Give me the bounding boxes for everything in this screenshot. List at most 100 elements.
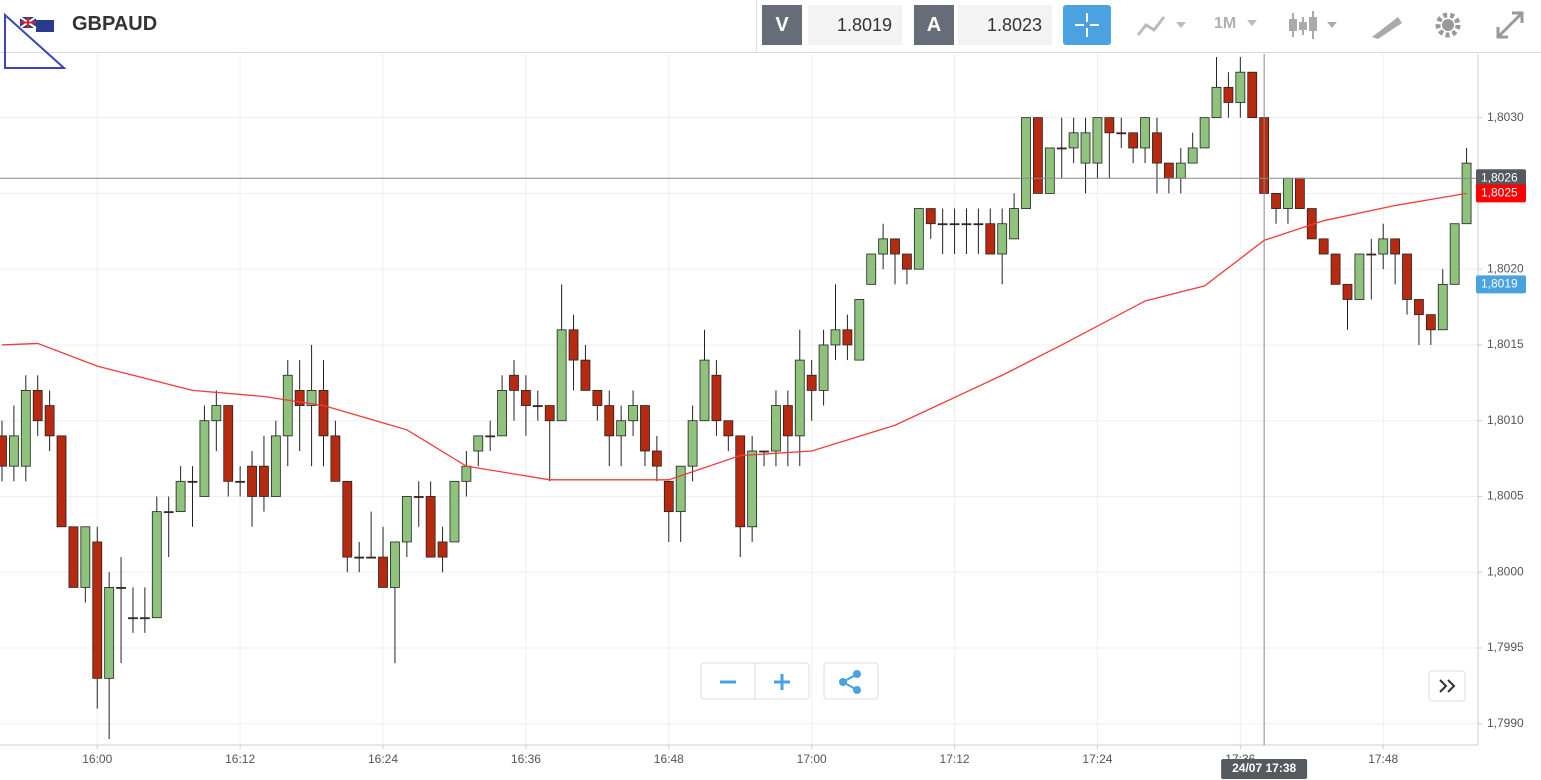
x-tick-label: 16:00: [82, 752, 112, 766]
candles-button[interactable]: [1285, 5, 1345, 45]
candle-body: [473, 435, 484, 452]
candle-body: [1223, 86, 1234, 103]
candle-body: [985, 223, 996, 255]
price-label-box: [1476, 169, 1526, 188]
candle-body: [1378, 238, 1389, 255]
candle-body: [902, 253, 912, 270]
candle-body: [759, 450, 769, 453]
candle-body: [651, 450, 662, 467]
candle-body: [80, 526, 91, 588]
candle-body: [949, 223, 960, 226]
candle-body: [128, 617, 138, 620]
settings-button[interactable]: [1428, 5, 1468, 45]
ask-tag: A: [914, 5, 954, 45]
candle-body: [1056, 147, 1067, 150]
candle-body: [997, 223, 1008, 255]
candle-body: [199, 420, 210, 497]
candle-body: [318, 390, 329, 437]
candle-body: [1116, 132, 1127, 135]
x-tick-label: 16:24: [368, 752, 398, 766]
candle-body: [1104, 117, 1115, 134]
price-label: 1,8026: [1481, 170, 1518, 184]
candle-body: [782, 405, 793, 437]
separator: [756, 0, 757, 52]
candle-body: [687, 420, 698, 467]
candle-body: [485, 435, 496, 438]
candle-body: [1080, 132, 1091, 164]
bid-tag: V: [762, 5, 802, 45]
candle-body: [270, 435, 281, 497]
candle-body: [1033, 117, 1043, 194]
price-label-box: [1476, 184, 1526, 203]
candle-body: [1163, 162, 1174, 179]
candle-body: [20, 390, 31, 467]
fullscreen-button[interactable]: [1490, 5, 1530, 45]
crosshair-x-label: 24/07 17:38: [1232, 761, 1296, 775]
candle-body: [247, 465, 257, 497]
chart-type-button[interactable]: [1132, 5, 1192, 45]
candle-body: [294, 390, 305, 406]
x-tick-label: 17:24: [1082, 752, 1112, 766]
candle-body: [104, 587, 115, 679]
candle-body: [509, 374, 519, 391]
candle-body: [211, 405, 222, 422]
y-tick-label: 1,8005: [1487, 489, 1524, 503]
candle-body: [44, 405, 55, 437]
zoom-in-button[interactable]: [774, 674, 790, 690]
candle-body: [401, 496, 412, 543]
candle-body: [1437, 283, 1448, 331]
candle-body: [1354, 253, 1365, 300]
x-tick-label: 17:48: [1368, 752, 1398, 766]
scroll-end-button[interactable]: [1428, 670, 1468, 702]
crosshair-x-label-box: [1221, 759, 1308, 779]
candle-body: [1318, 238, 1329, 255]
candle-body: [640, 405, 650, 452]
candle-body: [616, 420, 627, 437]
candle-body: [1092, 117, 1103, 164]
candle-body: [56, 435, 67, 528]
candle-body: [497, 390, 507, 437]
candle-body: [1449, 223, 1460, 285]
price-label: 1,8025: [1481, 186, 1518, 200]
ask-price[interactable]: 1.8023: [958, 5, 1052, 45]
candle-body: [925, 208, 936, 225]
candle-body: [92, 541, 103, 679]
x-tick-label: 17:12: [940, 752, 970, 766]
y-tick-label: 1,8030: [1487, 110, 1524, 124]
candle-body: [723, 420, 734, 437]
bid-price[interactable]: 1.8019: [808, 5, 902, 45]
y-tick-label: 1,7990: [1487, 716, 1524, 730]
candle-body: [187, 480, 198, 483]
candle-body: [1235, 71, 1246, 103]
candle-body: [461, 465, 472, 482]
candle-body: [1199, 117, 1210, 149]
toolbar: GBPAUD V 1.8019 A 1.8023 1M: [0, 0, 1541, 69]
candle-body: [866, 253, 877, 285]
price-label-box: [1476, 275, 1526, 294]
y-tick-label: 1,8010: [1487, 413, 1524, 427]
candle-body: [521, 390, 531, 406]
flag-icon: [4, 12, 67, 69]
candle-body: [913, 208, 924, 270]
candle-body: [711, 374, 722, 422]
candle-body: [1330, 253, 1341, 285]
crosshair-button[interactable]: [1063, 5, 1111, 45]
candle-body: [116, 587, 126, 589]
candle-body: [378, 556, 388, 588]
candle-body: [235, 480, 246, 483]
candle-body: [556, 329, 567, 422]
plot-area: [0, 54, 1478, 745]
draw-button[interactable]: [1366, 5, 1406, 45]
y-tick-label: 1,7995: [1487, 640, 1524, 654]
candle-body: [139, 617, 150, 620]
share-button[interactable]: [839, 670, 861, 694]
timeframe-button[interactable]: 1M: [1214, 15, 1237, 32]
candle-body: [973, 223, 984, 226]
candle-body: [354, 556, 365, 559]
symbol: GBPAUD: [72, 13, 158, 35]
candle-body: [568, 329, 579, 361]
candle-body: [1425, 314, 1436, 331]
candle-body: [699, 359, 710, 422]
candle-body: [1366, 253, 1377, 256]
